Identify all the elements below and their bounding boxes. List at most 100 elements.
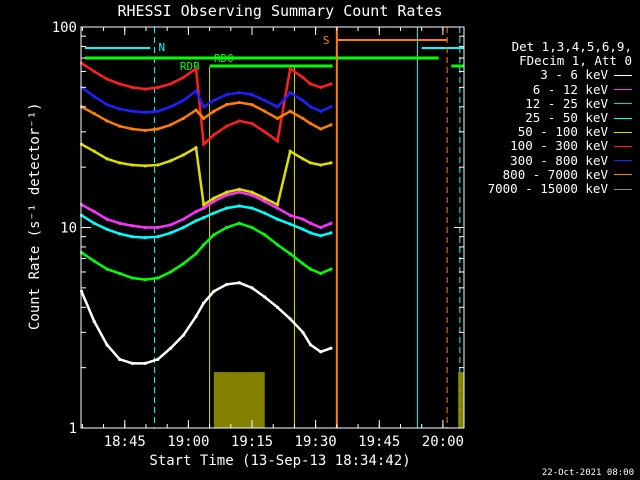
- x-tick-label: 19:00: [167, 434, 209, 450]
- data-point-300-800-kev: [308, 105, 313, 109]
- data-point-800-7000-kev: [263, 109, 267, 113]
- data-point-50-100-kev: [105, 157, 109, 161]
- data-point-800-7000-kev: [250, 103, 254, 107]
- legend-item-label: 6 - 12 keV: [532, 81, 608, 97]
- data-point-300-800-kev: [92, 94, 96, 99]
- data-point-800-7000-kev: [168, 123, 173, 127]
- data-point-6-12-kev: [212, 199, 216, 203]
- data-point-3-6-kev: [275, 305, 280, 309]
- data-point-800-7000-kev: [130, 127, 135, 131]
- data-point-3-6-kev: [194, 314, 198, 319]
- legend-swatch: [614, 188, 632, 190]
- data-point-25-50-kev: [275, 217, 280, 221]
- data-point-3-6-kev: [143, 361, 147, 365]
- data-point-6-12-kev: [224, 193, 229, 197]
- x-tick-label: 18:45: [104, 434, 146, 450]
- data-point-50-100-kev: [202, 203, 206, 207]
- legend-swatch: [614, 131, 632, 133]
- x-axis-label: Start Time (13-Sep-13 18:34:42): [149, 453, 411, 469]
- data-point-3-6-kev: [168, 346, 173, 350]
- data-point-12-25-kev: [105, 267, 109, 271]
- data-point-3-6-kev: [92, 319, 96, 324]
- data-point-6-12-kev: [194, 210, 198, 214]
- legend-item-label: 50 - 100 keV: [517, 124, 608, 140]
- y-axis-label: Count Rate (s⁻¹ detector⁻¹): [27, 102, 43, 330]
- data-point-25-50-kev: [181, 225, 185, 230]
- series-block-7000-15000-kev: [213, 372, 265, 428]
- series-line-300-800-kev: [80, 86, 332, 114]
- data-point-800-7000-kev: [275, 116, 280, 121]
- data-point-12-25-kev: [118, 271, 122, 276]
- data-point-100-300-kev: [288, 67, 292, 71]
- data-point-50-100-kev: [308, 161, 313, 165]
- data-point-3-6-kev: [79, 289, 84, 294]
- data-point-300-800-kev: [212, 98, 216, 103]
- legend-swatch: [614, 103, 632, 105]
- data-point-3-6-kev: [250, 286, 254, 290]
- data-point-25-50-kev: [237, 204, 241, 208]
- data-point-6-12-kev: [105, 217, 109, 221]
- night-flag-label: N: [158, 41, 165, 54]
- data-point-3-6-kev: [308, 343, 313, 347]
- data-point-300-800-kev: [237, 91, 241, 95]
- data-point-3-6-kev: [118, 357, 122, 361]
- data-point-100-300-kev: [329, 82, 333, 86]
- data-point-3-6-kev: [130, 361, 135, 365]
- data-point-6-12-kev: [288, 213, 292, 217]
- data-point-6-12-kev: [156, 225, 160, 230]
- data-point-12-25-kev: [181, 262, 185, 266]
- data-point-300-800-kev: [224, 93, 229, 97]
- data-point-6-12-kev: [250, 193, 254, 197]
- legend-item: 6 - 12 keV: [488, 81, 632, 97]
- data-point-300-800-kev: [319, 109, 323, 113]
- data-point-100-300-kev: [130, 85, 135, 89]
- data-point-100-300-kev: [308, 82, 313, 86]
- data-point-6-12-kev: [181, 217, 185, 221]
- legend-item-label: 7000 - 15000 keV: [487, 181, 608, 197]
- legend-item: 800 - 7000 keV: [488, 167, 632, 182]
- data-point-6-12-kev: [308, 221, 313, 225]
- data-point-6-12-kev: [168, 223, 173, 227]
- data-point-25-50-kev: [105, 227, 109, 231]
- data-point-800-7000-kev: [156, 127, 160, 131]
- data-point-12-25-kev: [224, 225, 229, 230]
- data-point-3-6-kev: [212, 289, 216, 294]
- data-point-50-100-kev: [301, 157, 305, 161]
- data-point-25-50-kev: [319, 234, 323, 238]
- data-point-12-25-kev: [275, 243, 280, 247]
- data-point-800-7000-kev: [202, 116, 206, 121]
- data-point-3-6-kev: [105, 343, 109, 347]
- data-point-12-25-kev: [329, 267, 333, 271]
- series-line-12-25-kev: [80, 221, 332, 281]
- data-point-100-300-kev: [212, 133, 216, 137]
- data-point-25-50-kev: [202, 216, 206, 220]
- y-tick-label: 10: [60, 221, 77, 237]
- data-point-100-300-kev: [105, 77, 109, 81]
- data-point-6-12-kev: [130, 224, 135, 228]
- data-point-6-12-kev: [319, 225, 323, 230]
- data-point-50-100-kev: [275, 203, 280, 207]
- data-point-3-6-kev: [288, 317, 292, 321]
- data-point-12-25-kev: [288, 252, 292, 256]
- data-point-300-800-kev: [288, 91, 292, 95]
- data-point-300-800-kev: [202, 105, 206, 109]
- data-point-3-6-kev: [319, 350, 323, 354]
- data-point-300-800-kev: [143, 110, 147, 115]
- data-point-3-6-kev: [263, 295, 267, 299]
- data-point-25-50-kev: [308, 231, 313, 235]
- data-point-300-800-kev: [301, 98, 305, 103]
- series-line-3-6-kev: [80, 281, 332, 365]
- data-point-50-100-kev: [250, 190, 254, 194]
- data-point-300-800-kev: [168, 105, 173, 109]
- data-point-800-7000-kev: [288, 109, 292, 113]
- data-point-12-25-kev: [212, 233, 216, 237]
- data-point-25-50-kev: [329, 231, 333, 235]
- data-point-300-800-kev: [130, 109, 135, 113]
- legend-item-label: 300 - 800 keV: [510, 152, 608, 168]
- data-point-6-12-kev: [301, 217, 305, 221]
- legend-item: 3 - 6 keV: [488, 68, 632, 82]
- data-point-3-6-kev: [181, 333, 185, 337]
- data-point-6-12-kev: [237, 190, 241, 194]
- legend-header-line-2: FDecim 1, Att 0: [519, 53, 632, 69]
- data-point-50-100-kev: [156, 163, 160, 167]
